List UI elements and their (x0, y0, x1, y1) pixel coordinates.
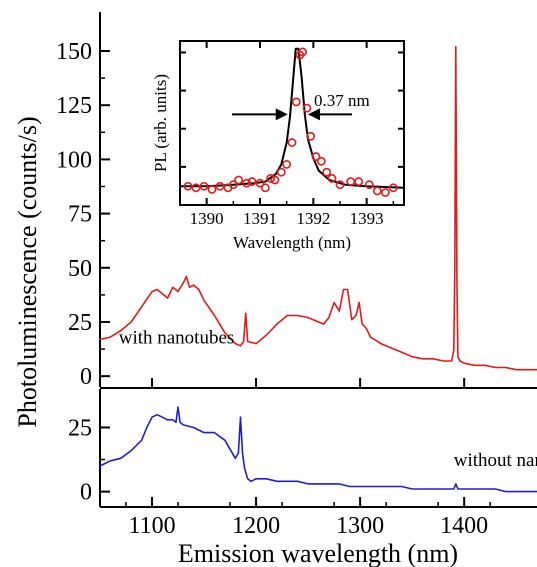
y-tick-label-with-2: 50 (68, 256, 92, 282)
y-tick-label-with-4: 100 (56, 147, 92, 173)
fwhm-arrow-left-head (275, 108, 288, 121)
series-line-with-0 (99, 45, 537, 371)
series-line-without-0 (99, 406, 537, 493)
y-tick-label-without-1: 25 (68, 415, 92, 441)
y-tick-label-without-0: 0 (80, 480, 92, 506)
inset-point-7 (234, 175, 244, 185)
inset-point-24 (322, 167, 332, 177)
inset-x-tick-label-2: 1392 (296, 209, 330, 228)
inset-point-26 (335, 180, 345, 190)
inset-x-axis-title: Wavelength (nm) (233, 233, 351, 252)
inset-point-22 (311, 152, 321, 161)
x-tick-label-1: 1200 (232, 513, 280, 539)
x-axis-title: Emission wavelength (nm) (178, 539, 458, 567)
series-line-inset-1 (179, 47, 405, 189)
inset-point-10 (255, 178, 265, 188)
inset-point-14 (276, 167, 286, 177)
inset-point-8 (242, 178, 252, 188)
y-tick-label-with-5: 125 (56, 93, 92, 119)
inset-annotation-0: 0.37 nm (314, 91, 370, 110)
inset-point-6 (228, 180, 238, 190)
inset-point-1 (191, 183, 201, 193)
inset-point-17 (291, 97, 301, 107)
y-axis-title: Photoluminescence (counts/s) (13, 116, 42, 427)
x-tick-label-0: 1100 (128, 513, 175, 539)
inset-point-31 (380, 188, 390, 197)
inset-point-21 (306, 131, 316, 141)
inset-point-25 (327, 174, 337, 183)
inset-point-13 (270, 175, 280, 185)
inset-point-16 (287, 138, 297, 147)
inset-point-9 (247, 177, 257, 186)
y-tick-label-with-1: 25 (68, 310, 92, 336)
inset-point-12 (266, 174, 276, 183)
inset-x-tick-label-1: 1391 (243, 209, 277, 228)
inset-point-30 (372, 186, 382, 196)
inset-point-19 (298, 47, 308, 57)
inset-point-4 (215, 181, 225, 191)
y-tick-label-with-3: 75 (68, 202, 92, 228)
y-tick-label-with-0: 0 (80, 364, 92, 390)
inset-point-3 (207, 184, 217, 194)
inset-point-2 (199, 181, 209, 191)
inset-point-32 (388, 183, 398, 193)
y-tick-label-with-6: 150 (56, 39, 92, 65)
inset-point-28 (354, 177, 364, 186)
inset-y-axis-title: PL (arb. units) (151, 74, 170, 172)
annotation-without-0: without nanotubes (454, 450, 537, 471)
inset-point-20 (302, 103, 312, 113)
inset-point-23 (316, 156, 326, 166)
inset-point-15 (282, 159, 292, 169)
inset-point-29 (364, 180, 374, 190)
inset-frame (179, 40, 405, 206)
x-tick-label-3: 1400 (440, 513, 488, 539)
fwhm-arrow-right-head (308, 108, 320, 121)
annotation-with-0: with nanotubes (119, 328, 235, 349)
inset-point-0 (183, 181, 193, 191)
inset-point-11 (260, 183, 270, 193)
inset-x-tick-label-0: 1390 (190, 209, 224, 228)
inset-x-tick-label-3: 1393 (350, 209, 384, 228)
x-tick-label-2: 1300 (336, 513, 384, 539)
